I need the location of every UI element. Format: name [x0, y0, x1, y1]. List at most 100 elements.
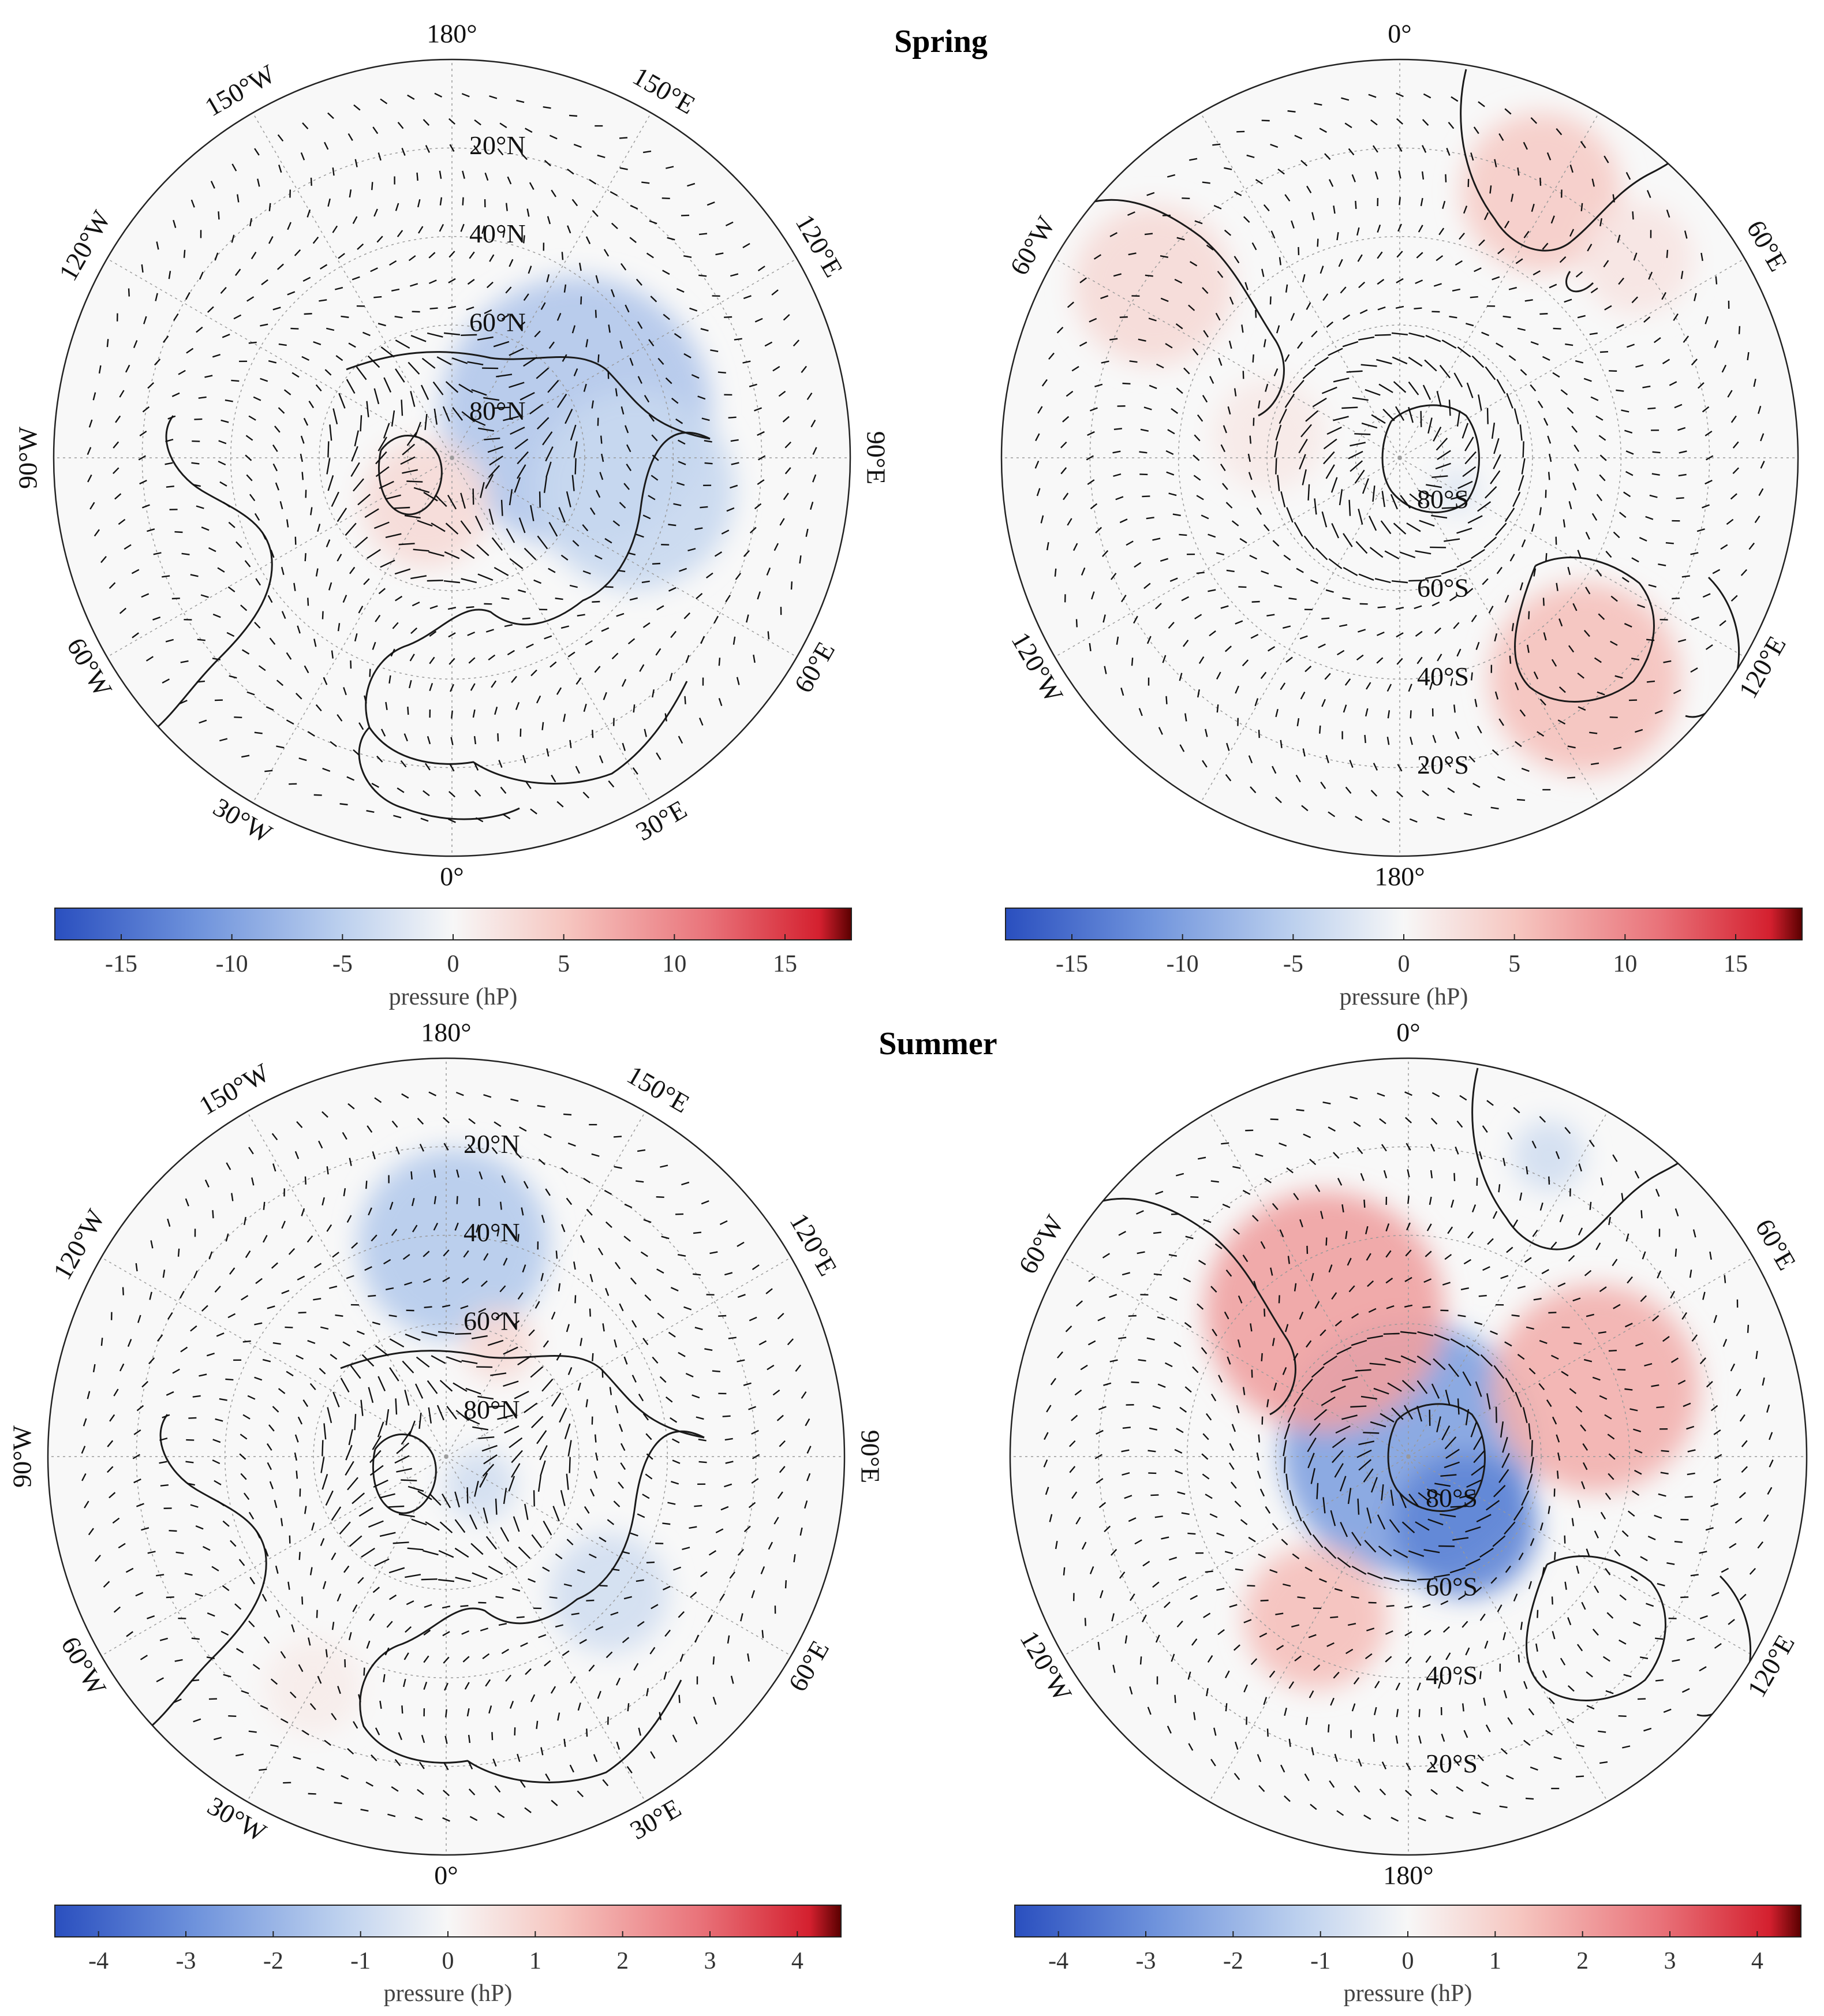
wind-arrow: [1519, 582, 1524, 591]
wind-arrow: [1337, 1178, 1343, 1186]
wind-arrow: [1322, 1497, 1326, 1514]
wind-arrow: [729, 1571, 736, 1579]
wind-arrow: [1224, 1670, 1230, 1679]
wind-arrow: [757, 479, 765, 486]
wind-arrow: [700, 328, 709, 332]
wind-arrow: [139, 480, 147, 485]
wind-arrow: [1326, 426, 1342, 435]
wind-arrow: [577, 1569, 585, 1574]
wind-arrow: [1358, 281, 1366, 289]
wind-arrow: [404, 1282, 413, 1286]
wind-arrow: [330, 1354, 338, 1360]
wind-arrow: [1501, 1453, 1510, 1468]
wind-arrow: [448, 791, 456, 798]
wind-arrow: [1321, 386, 1337, 394]
wind-arrow: [1167, 1726, 1172, 1734]
wind-arrow: [1328, 348, 1343, 356]
wind-arrow: [758, 455, 766, 461]
wind-arrow: [417, 520, 433, 527]
wind-arrow: [1216, 704, 1219, 713]
wind-arrow: [313, 341, 322, 345]
wind-arrow: [1370, 1421, 1386, 1428]
wind-arrow: [526, 208, 530, 217]
wind-arrow: [540, 1460, 546, 1477]
wind-arrow: [636, 533, 644, 538]
wind-arrow: [1087, 1340, 1096, 1346]
wind-arrow: [1438, 227, 1445, 236]
wind-arrow: [171, 392, 180, 397]
wind-arrow: [210, 181, 215, 189]
wind-arrow: [256, 1530, 261, 1539]
wind-arrow: [561, 1224, 566, 1233]
wind-arrow: [1142, 1614, 1147, 1623]
wind-arrow: [1531, 1140, 1537, 1149]
wind-arrow: [589, 179, 597, 185]
wind-arrow: [1424, 359, 1437, 372]
wind-arrow: [1421, 763, 1427, 771]
wind-arrow: [1079, 341, 1087, 347]
wind-arrow: [505, 203, 508, 211]
wind-arrow: [1277, 475, 1280, 491]
wind-arrow: [551, 1311, 556, 1320]
wind-arrow: [1644, 1362, 1653, 1367]
wind-arrow: [558, 507, 566, 523]
wind-arrow: [1448, 121, 1455, 129]
wind-arrow: [1314, 356, 1329, 367]
wind-arrow: [1497, 776, 1505, 781]
wind-arrow: [454, 1547, 469, 1558]
wind-arrow: [1225, 502, 1233, 509]
wind-arrow: [672, 1734, 678, 1743]
wind-arrow: [1183, 367, 1190, 375]
wind-arrow: [589, 1274, 593, 1282]
wind-arrow: [1533, 671, 1539, 680]
wind-arrow: [1471, 1204, 1477, 1213]
wind-arrow: [1456, 559, 1472, 568]
wind-arrow: [1572, 603, 1578, 611]
wind-arrow: [569, 1764, 574, 1773]
wind-arrow: [615, 1405, 619, 1414]
wind-arrow: [1234, 191, 1242, 196]
wind-arrow: [1330, 477, 1338, 493]
wind-arrow: [1564, 1581, 1567, 1590]
wind-arrow: [296, 1354, 304, 1360]
wind-arrow: [1309, 1423, 1321, 1436]
wind-arrow: [1473, 1435, 1483, 1450]
wind-arrow: [1395, 406, 1405, 421]
wind-arrow: [152, 616, 161, 621]
wind-arrow: [1524, 1257, 1532, 1263]
colorbar-tick-label: -10: [1167, 951, 1199, 977]
wind-arrow: [372, 1321, 380, 1326]
wind-arrow: [191, 462, 200, 465]
wind-arrow: [1504, 507, 1515, 522]
wind-arrow: [145, 656, 154, 662]
wind-arrow: [1452, 288, 1461, 292]
colorbar-ticks: -4 -3 -2 -1 0 1 2 3 4: [1048, 1931, 1763, 1974]
row-title-spring: Spring: [894, 24, 988, 59]
wind-arrow: [357, 243, 364, 250]
wind-arrow: [456, 1196, 458, 1204]
wind-arrow: [1594, 1585, 1599, 1593]
wind-arrow: [636, 278, 642, 286]
wind-arrow: [509, 558, 524, 569]
wind-arrow: [301, 1730, 309, 1735]
wind-arrow: [778, 390, 786, 397]
wind-arrow: [611, 652, 619, 660]
wind-arrow: [698, 718, 704, 726]
wind-arrow: [485, 629, 494, 633]
wind-arrow: [517, 1753, 521, 1762]
wind-arrow: [286, 1371, 294, 1377]
wind-arrow: [414, 1383, 424, 1399]
wind-arrow: [1442, 200, 1446, 209]
wind-arrow: [481, 1444, 498, 1452]
wind-arrow: [400, 456, 416, 465]
wind-arrow: [543, 106, 551, 109]
wind-arrow: [566, 1197, 573, 1205]
wind-arrow: [396, 1442, 410, 1454]
wind-arrow: [107, 1440, 114, 1447]
wind-arrow: [1459, 1677, 1462, 1685]
wind-arrow: [535, 1301, 540, 1309]
wind-arrow: [1660, 1472, 1669, 1475]
wind-arrow: [806, 392, 813, 400]
wind-arrow: [620, 263, 627, 271]
wind-arrow: [125, 1567, 134, 1573]
